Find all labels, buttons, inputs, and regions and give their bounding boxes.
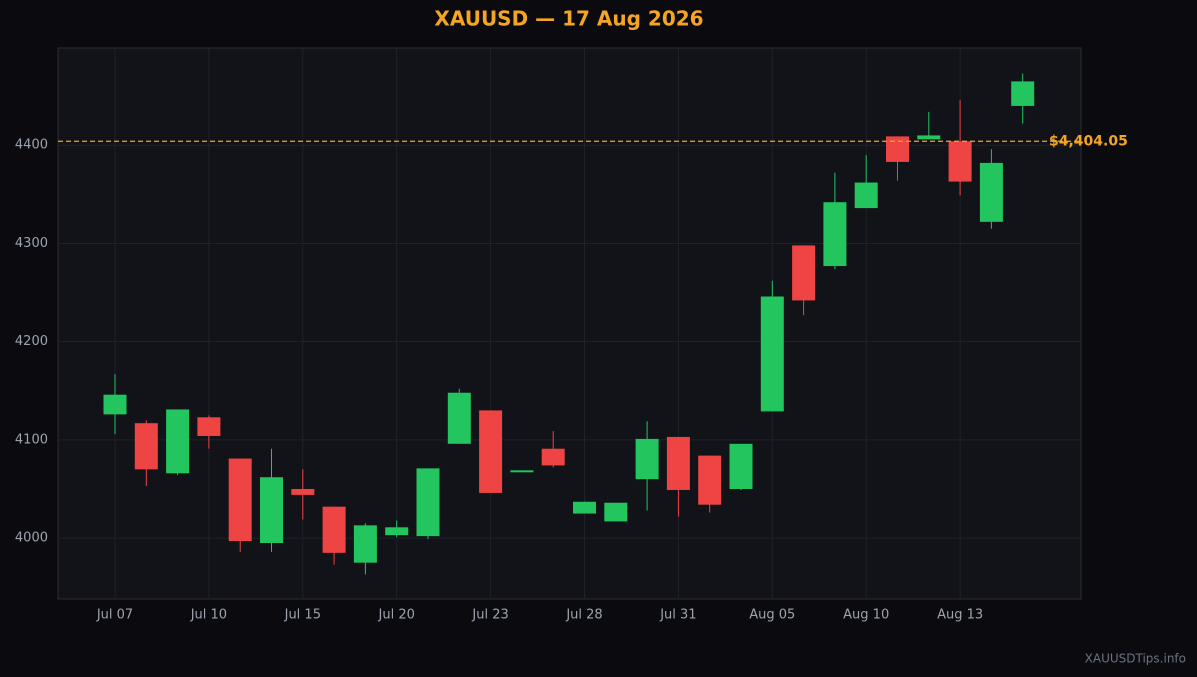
candle-body xyxy=(760,296,784,412)
candle-body xyxy=(823,202,847,267)
candle-body xyxy=(541,448,565,466)
y-tick-label: 4300 xyxy=(15,236,48,251)
y-tick-label: 4200 xyxy=(15,334,48,349)
candle-body xyxy=(510,470,534,473)
candle-body xyxy=(635,438,659,480)
x-tick-label: Aug 13 xyxy=(937,608,983,623)
candle-body xyxy=(134,423,158,470)
x-tick-label: Jul 20 xyxy=(378,608,415,623)
x-tick-label: Jul 07 xyxy=(96,608,133,623)
candle-body xyxy=(854,182,878,209)
candle-body xyxy=(103,394,127,415)
y-tick-label: 4400 xyxy=(15,138,48,153)
price-label: $4,404.05 xyxy=(1049,133,1128,149)
chart-title: XAUUSD — 17 Aug 2026 xyxy=(434,7,703,31)
plot-area xyxy=(57,47,1082,600)
watermark: XAUUSDTips.info xyxy=(1085,652,1186,666)
x-tick-label: Aug 05 xyxy=(749,608,795,623)
candle-body xyxy=(917,135,941,140)
candle-body xyxy=(573,501,596,514)
candle-body xyxy=(729,443,753,489)
candle-body xyxy=(260,477,283,544)
candle-body xyxy=(698,455,722,505)
x-tick-label: Jul 15 xyxy=(284,608,321,623)
x-tick-label: Jul 31 xyxy=(659,608,696,623)
x-tick-label: Jul 28 xyxy=(565,608,602,623)
x-tick-label: Jul 10 xyxy=(190,608,227,623)
candle-body xyxy=(979,162,1003,222)
candle-body xyxy=(291,488,315,495)
candle-body xyxy=(666,436,690,490)
candle-body xyxy=(604,502,628,522)
candle-body xyxy=(385,527,409,536)
candle-body xyxy=(166,409,190,474)
candle-body xyxy=(197,417,221,436)
candle-body xyxy=(416,468,440,537)
candle-body xyxy=(1011,81,1035,106)
candle-body xyxy=(886,136,909,162)
y-tick-label: 4000 xyxy=(15,531,48,546)
candle-body xyxy=(792,245,816,301)
x-tick-label: Jul 23 xyxy=(471,608,508,623)
candle-body xyxy=(353,525,377,563)
candle-body xyxy=(228,458,252,542)
candle-body xyxy=(479,410,503,493)
candle-body xyxy=(948,141,972,182)
x-tick-label: Aug 10 xyxy=(843,608,889,623)
candle-body xyxy=(447,392,471,444)
y-tick-label: 4100 xyxy=(15,432,48,447)
candle-body xyxy=(322,506,346,553)
